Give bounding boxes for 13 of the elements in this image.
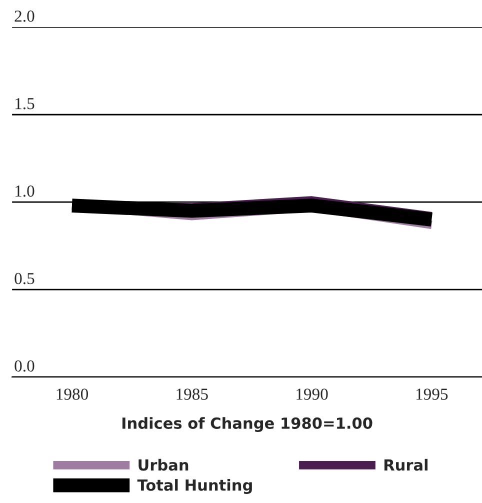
- y-tick-label: 0.0: [14, 360, 34, 372]
- x-tick-label: 1995: [416, 388, 448, 400]
- y-tick-label: 1.0: [16, 185, 34, 197]
- x-axis-title: Indices of Change 1980=1.00: [122, 417, 372, 432]
- y-tick-label: 2.0: [14, 10, 34, 22]
- legend-label: Total Hunting: [137, 479, 252, 494]
- legend-label: Rural: [384, 458, 428, 471]
- x-tick-label: 1985: [176, 388, 208, 400]
- y-tick-label: 0.5: [14, 272, 34, 284]
- x-tick-label: 1990: [296, 388, 328, 400]
- legend-label: Urban: [138, 458, 188, 471]
- y-tick-label: 1.5: [16, 98, 34, 110]
- x-tick-label: 1980: [56, 388, 88, 400]
